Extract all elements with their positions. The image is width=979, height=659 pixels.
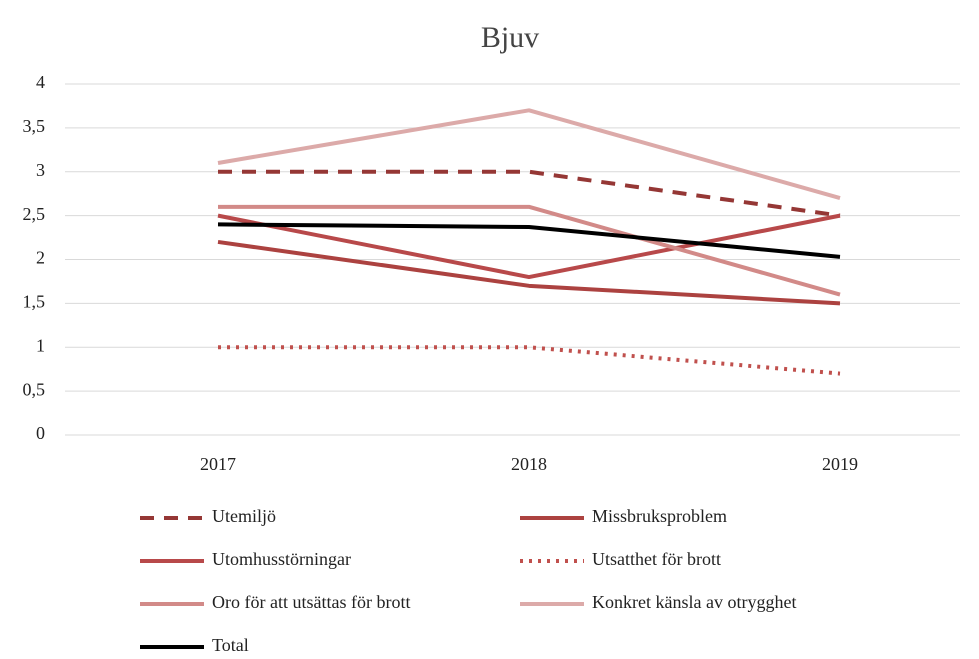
y-tick-label: 3 (36, 160, 45, 180)
legend-label: Oro för att utsättas för brott (212, 592, 410, 612)
y-tick-label: 0 (36, 423, 45, 443)
legend-label: Konkret känsla av otrygghet (592, 592, 796, 612)
y-tick-label: 2,5 (23, 204, 46, 224)
y-tick-label: 2 (36, 248, 45, 268)
legend-label: Total (212, 635, 249, 655)
series-line (217, 108, 841, 200)
series-line (217, 213, 841, 280)
legend-label: Utsatthet för brott (592, 549, 721, 569)
y-tick-label: 0,5 (23, 379, 46, 399)
legend-label: Utemiljö (212, 506, 276, 526)
x-tick-label: 2019 (822, 454, 858, 474)
x-tick-label: 2017 (200, 454, 236, 474)
y-tick-label: 1,5 (23, 292, 46, 312)
chart-title: Bjuv (481, 21, 539, 54)
y-tick-label: 1 (36, 335, 45, 355)
series-line (218, 345, 841, 376)
series-line (217, 222, 841, 259)
legend-label: Utomhusstörningar (212, 549, 351, 569)
series-line (217, 239, 841, 306)
series-line (218, 169, 841, 218)
legend-label: Missbruksproblem (592, 506, 727, 526)
y-tick-label: 4 (36, 72, 45, 92)
series-line (218, 204, 841, 297)
x-tick-label: 2018 (511, 454, 547, 474)
y-tick-label: 3,5 (23, 116, 46, 136)
